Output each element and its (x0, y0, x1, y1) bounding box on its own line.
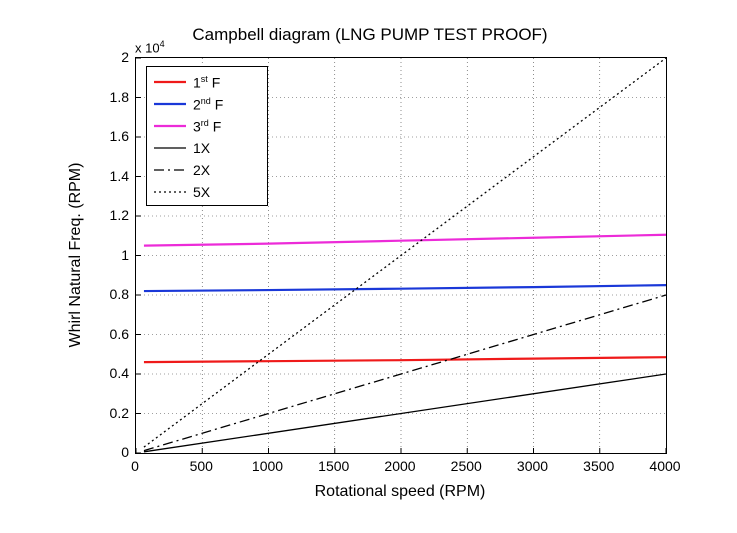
x-tick-label: 1000 (252, 458, 283, 474)
series-2nd F (144, 285, 666, 291)
x-tick-label: 2500 (451, 458, 482, 474)
y-axis-label: Whirl Natural Freq. (RPM) (67, 163, 85, 348)
legend-item: 2nd F (153, 93, 261, 115)
series-1st F (144, 357, 666, 362)
legend-label: 3rd F (193, 118, 221, 135)
campbell-chart: Campbell diagram (LNG PUMP TEST PROOF) x… (50, 15, 690, 505)
legend-item: 5X (153, 181, 261, 203)
legend-swatch (153, 185, 187, 199)
y-tick-label: 0.4 (101, 365, 129, 381)
series-2X (144, 295, 666, 451)
y-tick-label: 1.2 (101, 207, 129, 223)
legend-swatch (153, 97, 187, 111)
y-tick-label: 0.6 (101, 326, 129, 342)
legend-item: 1st F (153, 71, 261, 93)
plot-area: 1st F 2nd F 3rd F 1X 2X 5X (135, 57, 667, 454)
x-tick-label: 3000 (517, 458, 548, 474)
y-tick-label: 0 (101, 444, 129, 460)
legend-item: 3rd F (153, 115, 261, 137)
legend-label: 1X (193, 140, 210, 156)
legend-swatch (153, 119, 187, 133)
x-tick-label: 500 (190, 458, 213, 474)
legend-item: 1X (153, 137, 261, 159)
y-exponent-label: x 104 (135, 39, 165, 55)
y-tick-label: 1.4 (101, 168, 129, 184)
legend-item: 2X (153, 159, 261, 181)
y-tick-label: 2 (101, 49, 129, 65)
y-tick-label: 1.8 (101, 89, 129, 105)
x-tick-label: 1500 (318, 458, 349, 474)
series-1X (144, 374, 666, 452)
x-tick-label: 3500 (583, 458, 614, 474)
y-tick-label: 1 (101, 247, 129, 263)
legend: 1st F 2nd F 3rd F 1X 2X 5X (146, 66, 268, 206)
legend-label: 2X (193, 162, 210, 178)
x-tick-label: 4000 (649, 458, 680, 474)
legend-label: 2nd F (193, 96, 223, 113)
legend-label: 5X (193, 184, 210, 200)
x-tick-label: 2000 (384, 458, 415, 474)
legend-label: 1st F (193, 74, 220, 91)
x-tick-label: 0 (131, 458, 139, 474)
legend-swatch (153, 163, 187, 177)
series-3rd F (144, 235, 666, 246)
legend-swatch (153, 141, 187, 155)
legend-swatch (153, 75, 187, 89)
y-tick-label: 0.2 (101, 405, 129, 421)
y-tick-label: 1.6 (101, 128, 129, 144)
x-axis-label: Rotational speed (RPM) (135, 483, 665, 501)
y-tick-label: 0.8 (101, 286, 129, 302)
